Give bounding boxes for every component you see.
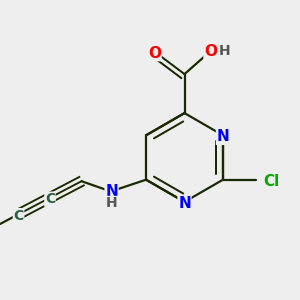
Text: N: N: [217, 129, 229, 144]
Text: O: O: [204, 44, 217, 59]
Text: N: N: [105, 184, 118, 199]
Text: H: H: [218, 44, 230, 58]
Text: Cl: Cl: [263, 174, 280, 189]
Text: N: N: [178, 196, 191, 211]
Text: C: C: [14, 209, 24, 223]
Text: O: O: [148, 46, 161, 61]
Text: C: C: [45, 192, 55, 206]
Text: H: H: [106, 196, 117, 210]
